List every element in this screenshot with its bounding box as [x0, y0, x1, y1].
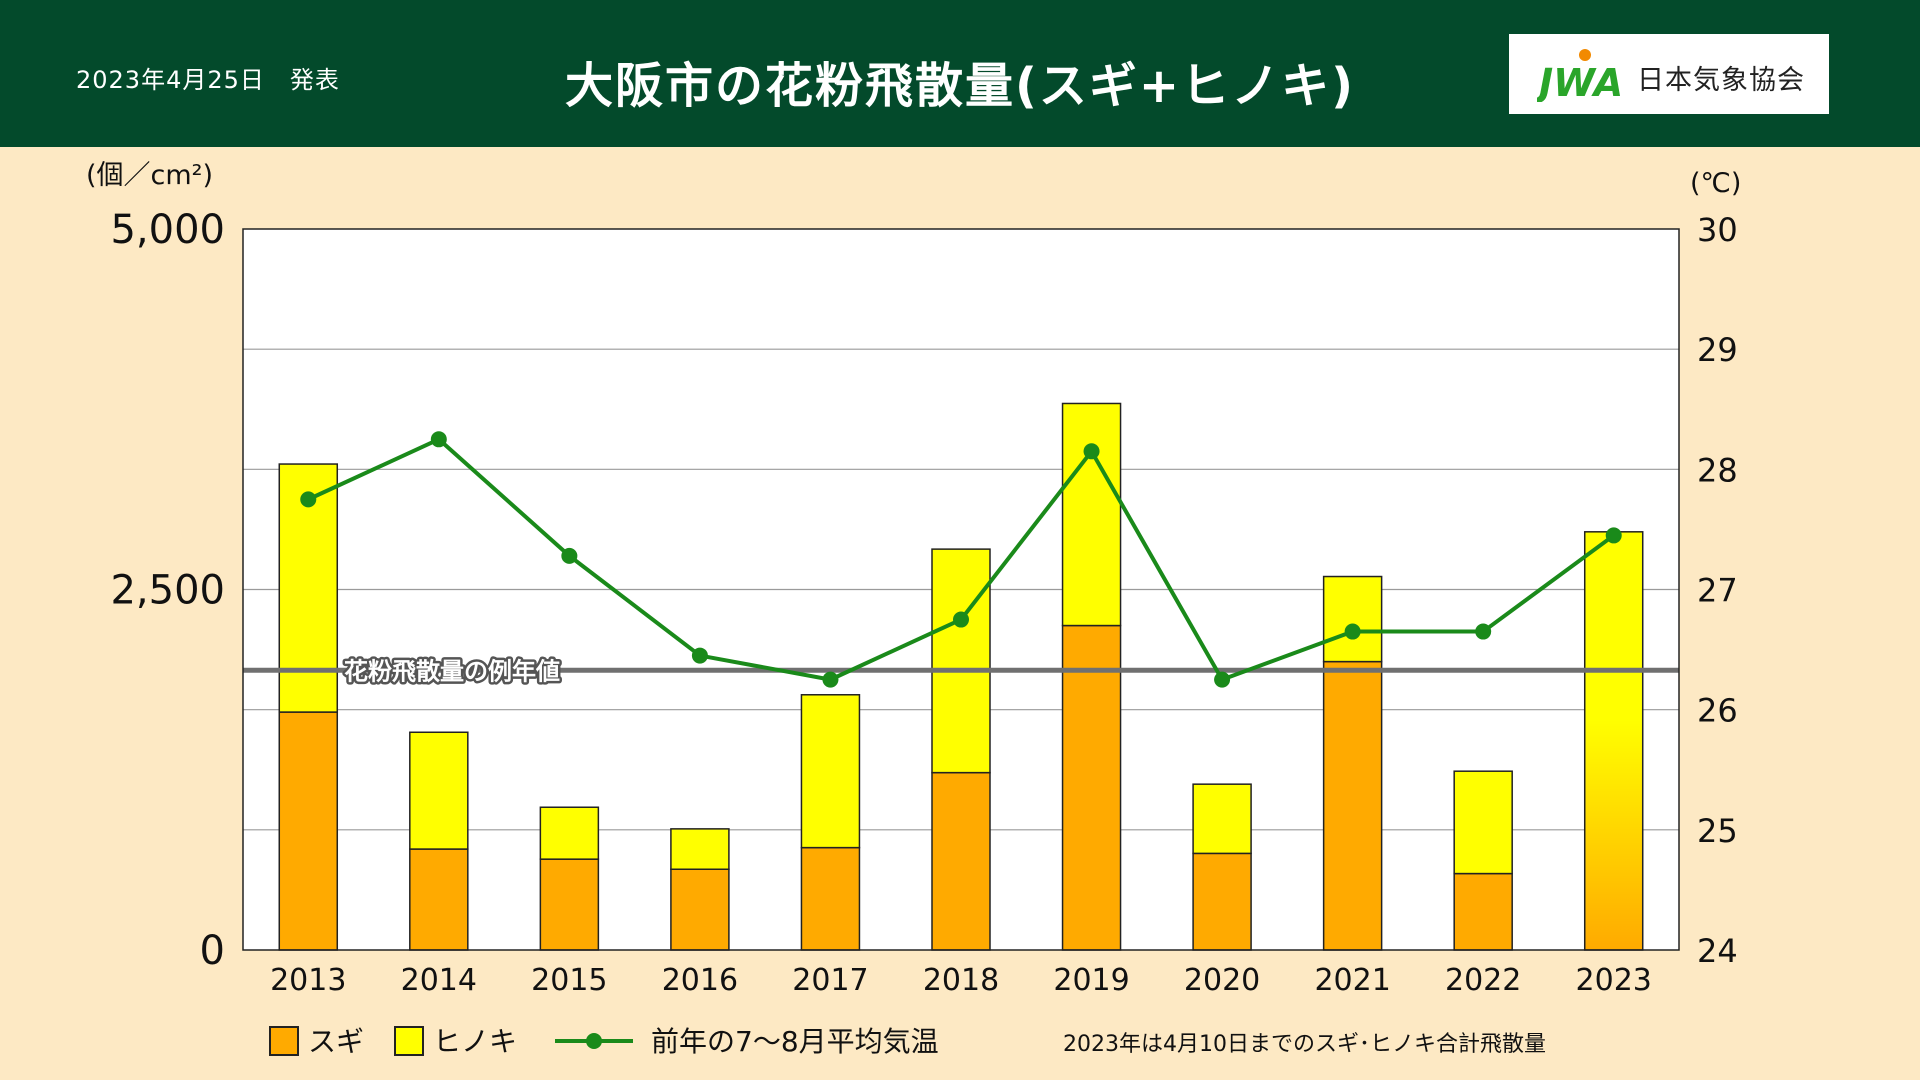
x-tick-label: 2016	[662, 963, 738, 998]
bar-hinoki-2020	[1192, 783, 1252, 855]
bar-hinoki-2015	[539, 806, 600, 860]
y-right-tick-label: 30	[1697, 211, 1738, 249]
bar-hinoki-2019	[1061, 402, 1122, 627]
bar-sugi-2017	[800, 846, 861, 951]
bar-sugi-2014	[409, 848, 469, 951]
bar-sugi-2020	[1192, 852, 1252, 951]
jwa-logo-icon: JWA	[1537, 49, 1623, 102]
y-right-unit: (℃)	[1690, 168, 1741, 199]
x-tick-label: 2022	[1445, 963, 1521, 998]
y-right-tick-label: 26	[1697, 692, 1738, 730]
legend-label-sugi: スギ	[308, 1025, 364, 1058]
x-tick-label: 2017	[792, 963, 868, 998]
footnote: 2023年は4月10日までのスギ･ヒノキ合計飛散量	[1063, 1032, 1546, 1057]
legend-label-hinoki: ヒノキ	[433, 1025, 517, 1058]
y-right-tick-label: 25	[1697, 812, 1738, 850]
header-bar: 2023年4月25日 発表 大阪市の花粉飛散量(スギ+ヒノキ) JWA 日本気象…	[0, 0, 1920, 147]
x-tick-label: 2019	[1053, 963, 1129, 998]
bar-sugi-2022	[1453, 872, 1513, 951]
bar-sugi-2019	[1061, 624, 1122, 951]
bar-combined-2023	[1583, 531, 1644, 951]
x-tick-label: 2014	[401, 963, 477, 998]
temperature-point-2017	[822, 671, 839, 688]
legend-swatch-hinoki	[394, 1026, 424, 1056]
temperature-point-2016	[691, 647, 708, 664]
bar-hinoki-2017	[800, 694, 861, 849]
bar-hinoki-2021	[1322, 575, 1383, 663]
jwa-logo: JWA 日本気象協会	[1509, 34, 1829, 114]
plot-frame	[242, 228, 1680, 951]
temperature-point-2023	[1605, 527, 1622, 544]
y-right-tick-label: 24	[1697, 932, 1738, 970]
bar-sugi-2021	[1322, 660, 1383, 951]
logo-mark-text: JWA	[1537, 61, 1623, 102]
bar-sugi-2013	[278, 711, 339, 951]
x-tick-label: 2020	[1184, 963, 1260, 998]
bar-sugi-2015	[539, 858, 600, 951]
bar-sugi-2018	[931, 771, 991, 951]
logo-text: 日本気象協会	[1637, 65, 1805, 96]
temperature-point-2013	[300, 491, 317, 508]
y-right-tick-label: 28	[1697, 451, 1738, 489]
temperature-point-2015	[561, 547, 578, 564]
x-tick-label: 2021	[1314, 963, 1390, 998]
x-tick-label: 2023	[1576, 963, 1652, 998]
x-tick-label: 2018	[923, 963, 999, 998]
bar-hinoki-2018	[931, 548, 991, 774]
x-tick-label: 2013	[270, 963, 346, 998]
y-right-tick-label: 27	[1697, 572, 1738, 610]
y-left-unit: (個／cm²)	[86, 160, 213, 191]
bar-hinoki-2016	[670, 828, 730, 870]
legend-swatch-sugi	[269, 1026, 299, 1056]
y-right-tick-label: 29	[1697, 331, 1738, 369]
temperature-point-2018	[953, 611, 969, 628]
legend-point-temp	[586, 1033, 602, 1049]
temperature-point-2014	[430, 431, 447, 448]
y-left-tick-label: 0	[200, 928, 225, 974]
x-tick-label: 2015	[531, 963, 607, 998]
bar-hinoki-2022	[1453, 770, 1513, 875]
temperature-point-2021	[1344, 623, 1361, 640]
temperature-point-2022	[1475, 623, 1492, 640]
y-left-tick-label: 5,000	[110, 207, 225, 253]
temperature-point-2020	[1214, 671, 1231, 688]
bar-hinoki-2014	[409, 731, 469, 850]
publish-date: 2023年4月25日 発表	[76, 66, 340, 94]
y-left-tick-label: 2,500	[110, 568, 225, 614]
legend-label-temp: 前年の7～8月平均気温	[651, 1025, 939, 1058]
reference-label: 花粉飛散量の例年値	[344, 657, 560, 685]
bar-sugi-2016	[670, 868, 730, 951]
page-title: 大阪市の花粉飛散量(スギ+ヒノキ)	[564, 58, 1356, 114]
temperature-point-2019	[1083, 443, 1100, 460]
